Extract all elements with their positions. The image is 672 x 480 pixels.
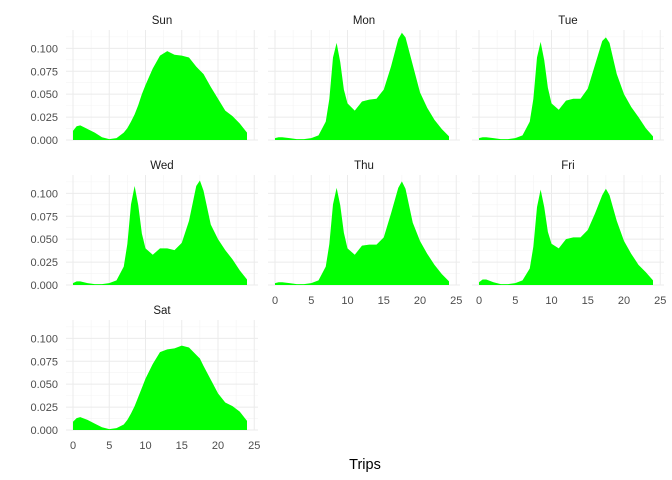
x-tick-label: 25 (450, 295, 462, 307)
strip-label-fri: Fri (561, 160, 574, 172)
y-tick-label: 0.075 (30, 66, 58, 78)
x-tick-label: 20 (212, 440, 224, 452)
y-tick-label: 0.075 (30, 211, 58, 223)
x-tick-label: 0 (476, 295, 482, 307)
y-tick-label: 0.050 (30, 379, 58, 391)
panel-mon: Mon (268, 15, 460, 141)
panel-sun: Sun 0.000 0.025 0.050 0.075 0.100 (30, 15, 258, 147)
x-tick-label: 15 (176, 440, 188, 452)
density-area-tue (479, 37, 653, 140)
y-tick-label: 0.100 (30, 333, 58, 345)
x-tick-label: 5 (106, 440, 112, 452)
y-tick-label: 0.000 (30, 425, 58, 437)
density-area-mon (275, 32, 449, 140)
panel-sat: Sat 0.000 0.025 0.050 0.075 0.100 0 5 10 15 20 25 (30, 305, 260, 452)
x-tick-label: 15 (582, 295, 594, 307)
y-tick-label: 0.025 (30, 257, 58, 269)
panel-fri: Fri 0 5 10 15 20 25 (472, 160, 666, 307)
x-tick-label: 10 (341, 295, 353, 307)
y-tick-label: 0.050 (30, 234, 58, 246)
y-tick-label: 0.050 (30, 89, 58, 101)
panels-layer: Sun 0.000 0.025 0.050 0.075 0.100 Mon Tue Wed 0.0… (30, 15, 666, 452)
panel-wed: Wed 0.000 0.025 0.050 0.075 0.100 (30, 160, 258, 292)
x-tick-label: 20 (414, 295, 426, 307)
x-axis-title: Trips (349, 457, 381, 473)
density-area-sat (73, 345, 247, 430)
x-tick-label: 25 (248, 440, 260, 452)
density-area-wed (73, 180, 247, 285)
strip-label-sat: Sat (153, 305, 171, 317)
x-tick-label: 15 (378, 295, 390, 307)
y-tick-label: 0.100 (30, 43, 58, 55)
x-tick-label: 25 (654, 295, 666, 307)
x-tick-label: 10 (139, 440, 151, 452)
panel-thu: Thu 0 5 10 15 20 25 (268, 160, 462, 307)
y-tick-label: 0.000 (30, 280, 58, 292)
panel-tue: Tue (472, 15, 664, 141)
x-tick-label: 5 (512, 295, 518, 307)
density-area-fri (479, 188, 653, 285)
y-tick-label: 0.100 (30, 188, 58, 200)
y-tick-label: 0.000 (30, 135, 58, 147)
x-tick-label: 0 (272, 295, 278, 307)
density-area-sun (73, 51, 247, 140)
strip-label-wed: Wed (150, 160, 173, 172)
strip-label-tue: Tue (558, 15, 577, 27)
y-tick-label: 0.075 (30, 356, 58, 368)
x-tick-label: 10 (545, 295, 557, 307)
y-tick-label: 0.025 (30, 112, 58, 124)
density-area-thu (275, 181, 449, 285)
x-tick-label: 5 (308, 295, 314, 307)
strip-label-sun: Sun (152, 15, 172, 27)
strip-label-thu: Thu (354, 160, 374, 172)
x-tick-label: 0 (70, 440, 76, 452)
x-tick-label: 20 (618, 295, 630, 307)
y-tick-label: 0.025 (30, 402, 58, 414)
strip-label-mon: Mon (353, 15, 375, 27)
